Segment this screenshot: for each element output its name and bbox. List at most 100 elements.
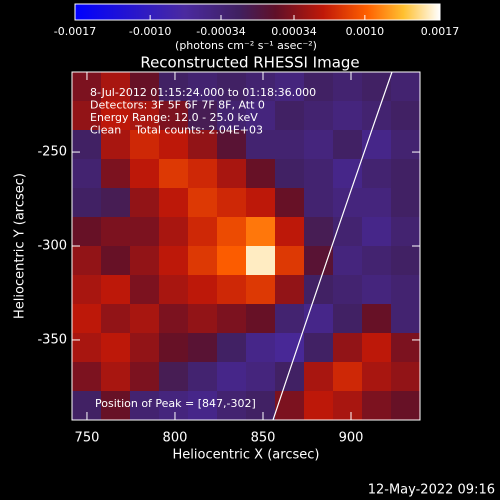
heatmap-cell bbox=[246, 217, 276, 247]
heatmap-cell bbox=[188, 188, 218, 218]
heatmap-cell bbox=[159, 130, 189, 160]
heatmap-cell bbox=[188, 217, 218, 247]
colorbar-tick-label: -0.00034 bbox=[196, 25, 245, 38]
peak-label: Position of Peak = [847,-302] bbox=[95, 397, 256, 410]
heatmap-cell bbox=[217, 217, 247, 247]
heatmap-cell bbox=[362, 188, 392, 218]
heatmap-cell bbox=[391, 304, 421, 334]
annotation: 8-Jul-2012 01:15:24.000 to 01:18:36.000 bbox=[90, 86, 316, 99]
heatmap-cell bbox=[159, 217, 189, 247]
heatmap-cell bbox=[246, 304, 276, 334]
heatmap-cell bbox=[246, 159, 276, 189]
heatmap-cell bbox=[333, 72, 363, 102]
heatmap-cell bbox=[304, 217, 334, 247]
heatmap-cell bbox=[275, 130, 305, 160]
heatmap-cell bbox=[391, 246, 421, 276]
heatmap-cell bbox=[275, 188, 305, 218]
solar-limb bbox=[272, 72, 393, 420]
heatmap-cell bbox=[304, 72, 334, 102]
heatmap-cell bbox=[159, 72, 189, 102]
heatmap-cell bbox=[72, 130, 102, 160]
heatmap-cell bbox=[391, 217, 421, 247]
heatmap-cell bbox=[217, 391, 247, 421]
heatmap-cell bbox=[101, 391, 131, 421]
heatmap-cell bbox=[101, 101, 131, 131]
heatmap-cell bbox=[333, 275, 363, 305]
heatmap-cell bbox=[72, 304, 102, 334]
heatmap-cell bbox=[275, 246, 305, 276]
heatmap-cell bbox=[275, 275, 305, 305]
heatmap-cell bbox=[188, 130, 218, 160]
heatmap-cell bbox=[304, 159, 334, 189]
colorbar-tick-label: -0.0010 bbox=[129, 25, 171, 38]
heatmap-cell bbox=[333, 101, 363, 131]
heatmap-cell bbox=[188, 304, 218, 334]
heatmap-cell bbox=[101, 159, 131, 189]
heatmap-cell bbox=[159, 246, 189, 276]
heatmap-cell bbox=[188, 159, 218, 189]
heatmap-cell bbox=[101, 304, 131, 334]
heatmap-cell bbox=[275, 362, 305, 392]
heatmap-cell bbox=[304, 304, 334, 334]
heatmap-cell bbox=[72, 101, 102, 131]
heatmap-cell bbox=[362, 275, 392, 305]
heatmap-cell bbox=[304, 333, 334, 363]
heatmap-cell bbox=[391, 391, 421, 421]
heatmap-cell bbox=[246, 188, 276, 218]
heatmap-cell bbox=[304, 101, 334, 131]
heatmap-cell bbox=[275, 217, 305, 247]
heatmap-cell bbox=[333, 159, 363, 189]
chart-title: Reconstructed RHESSI Image bbox=[140, 54, 359, 72]
heatmap-cell bbox=[333, 333, 363, 363]
heatmap-cell bbox=[362, 362, 392, 392]
annotation: Detectors: 3F 5F 6F 7F 8F, Att 0 bbox=[90, 99, 265, 112]
heatmap-cell bbox=[130, 188, 160, 218]
heatmap-cell bbox=[304, 188, 334, 218]
heatmap-cell bbox=[217, 246, 247, 276]
heatmap bbox=[72, 72, 421, 421]
heatmap-cell bbox=[362, 159, 392, 189]
heatmap-cell bbox=[159, 362, 189, 392]
heatmap-cell bbox=[101, 130, 131, 160]
heatmap-cell bbox=[362, 304, 392, 334]
heatmap-cell bbox=[275, 304, 305, 334]
heatmap-cell bbox=[72, 188, 102, 218]
heatmap-cell bbox=[275, 159, 305, 189]
heatmap-cell bbox=[188, 275, 218, 305]
heatmap-cell bbox=[130, 72, 160, 102]
x-tick-label: 750 bbox=[75, 431, 100, 446]
heatmap-cell bbox=[188, 391, 218, 421]
heatmap-cell bbox=[130, 246, 160, 276]
heatmap-cell bbox=[130, 130, 160, 160]
heatmap-cell bbox=[391, 130, 421, 160]
heatmap-cell bbox=[188, 333, 218, 363]
heatmap-cell bbox=[217, 333, 247, 363]
heatmap-cell bbox=[217, 101, 247, 131]
heatmap-cell bbox=[188, 72, 218, 102]
heatmap-cell bbox=[246, 130, 276, 160]
x-tick-label: 800 bbox=[163, 431, 188, 446]
heatmap-cell bbox=[159, 333, 189, 363]
heatmap-cell bbox=[304, 246, 334, 276]
heatmap-cell bbox=[246, 391, 276, 421]
heatmap-cell bbox=[217, 159, 247, 189]
heatmap-cell bbox=[275, 72, 305, 102]
heatmap-cell bbox=[217, 275, 247, 305]
heatmap-cell bbox=[246, 246, 276, 276]
heatmap-cell bbox=[130, 304, 160, 334]
heatmap-cell bbox=[159, 101, 189, 131]
heatmap-cell bbox=[130, 217, 160, 247]
heatmap-cell bbox=[275, 333, 305, 363]
colorbar-tick-label: 0.0010 bbox=[346, 25, 385, 38]
heatmap-cell bbox=[246, 362, 276, 392]
heatmap-cell bbox=[362, 246, 392, 276]
heatmap-cell bbox=[159, 391, 189, 421]
heatmap-cell bbox=[333, 304, 363, 334]
heatmap-cell bbox=[101, 333, 131, 363]
heatmap-cell bbox=[391, 275, 421, 305]
heatmap-cell bbox=[391, 101, 421, 131]
heatmap-cell bbox=[130, 362, 160, 392]
heatmap-cell bbox=[217, 304, 247, 334]
heatmap-cell bbox=[101, 72, 131, 102]
